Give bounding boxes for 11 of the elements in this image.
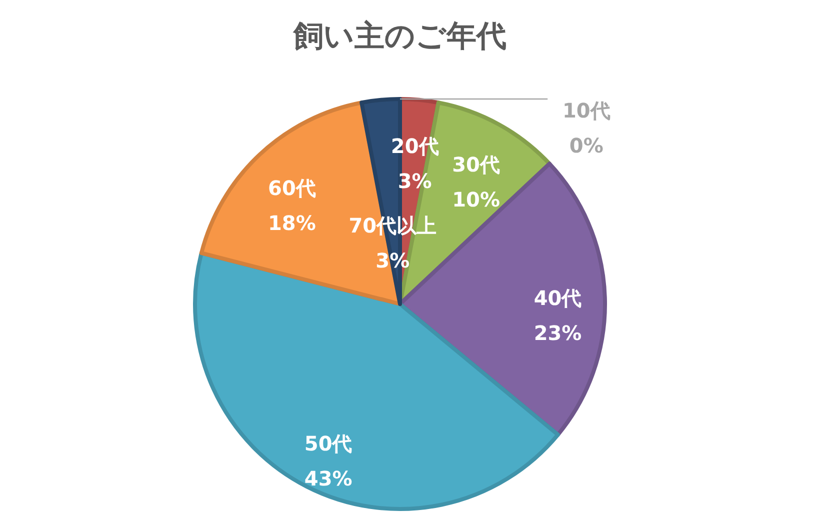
slice-label: 30代: [452, 152, 500, 177]
data-label: 23%: [534, 321, 582, 346]
slice-label: 40代: [534, 286, 582, 310]
slice-label: 50代: [304, 432, 352, 456]
text: 0%: [569, 133, 604, 158]
data-label: 10%: [452, 188, 500, 212]
data-label: 18%: [268, 210, 316, 235]
chart-title: 飼い主のご年代: [292, 19, 506, 54]
slice-label: 60代: [268, 176, 316, 200]
category-label: 10代: [562, 98, 610, 122]
data-label: 43%: [304, 466, 352, 491]
